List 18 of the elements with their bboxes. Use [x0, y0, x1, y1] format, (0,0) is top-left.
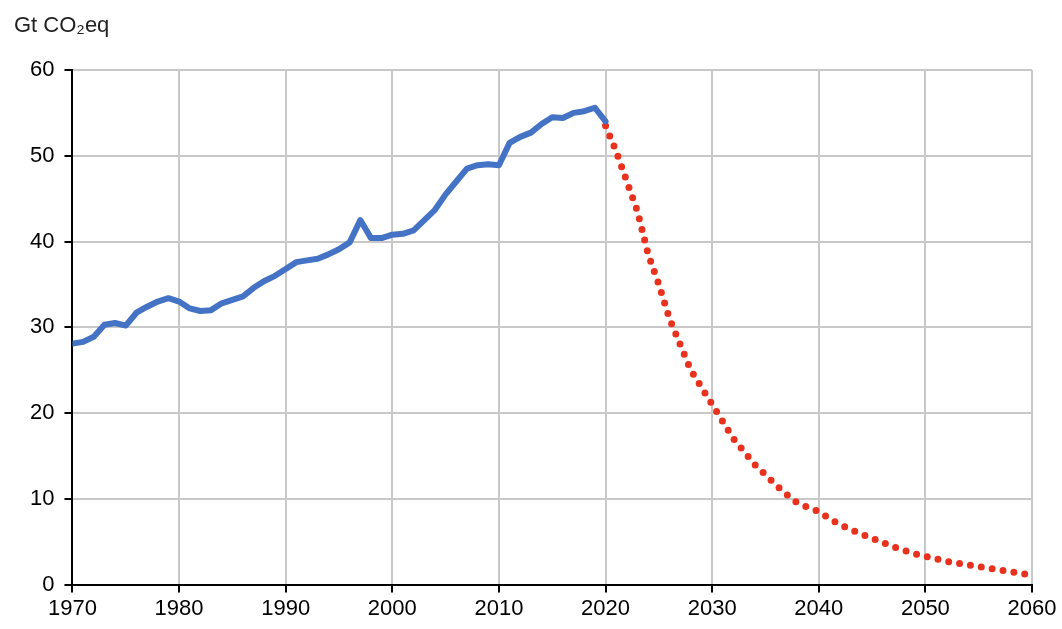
- y-tick-label: 0: [42, 570, 55, 596]
- y-tick-label: 60: [29, 56, 55, 82]
- x-tick-label: 1990: [261, 594, 311, 620]
- x-tick-label: 1980: [154, 594, 204, 620]
- y-tick-label: 10: [29, 484, 55, 510]
- x-tick-label: 2050: [900, 594, 950, 620]
- x-tick-label: 2000: [367, 594, 417, 620]
- y-tick-label: 20: [29, 399, 55, 425]
- y-tick-label: 40: [29, 227, 55, 253]
- y-axis-title: Gt CO₂eq: [14, 12, 110, 38]
- x-tick-label: 2020: [581, 594, 631, 620]
- x-tick-label: 2030: [687, 594, 737, 620]
- x-tick-label: 2010: [474, 594, 524, 620]
- x-tick-label: 2040: [794, 594, 844, 620]
- x-tick-label: 2060: [1007, 594, 1057, 620]
- x-tick-label: 1970: [47, 594, 97, 620]
- y-tick-label: 30: [29, 313, 55, 339]
- y-tick-label: 50: [29, 141, 55, 167]
